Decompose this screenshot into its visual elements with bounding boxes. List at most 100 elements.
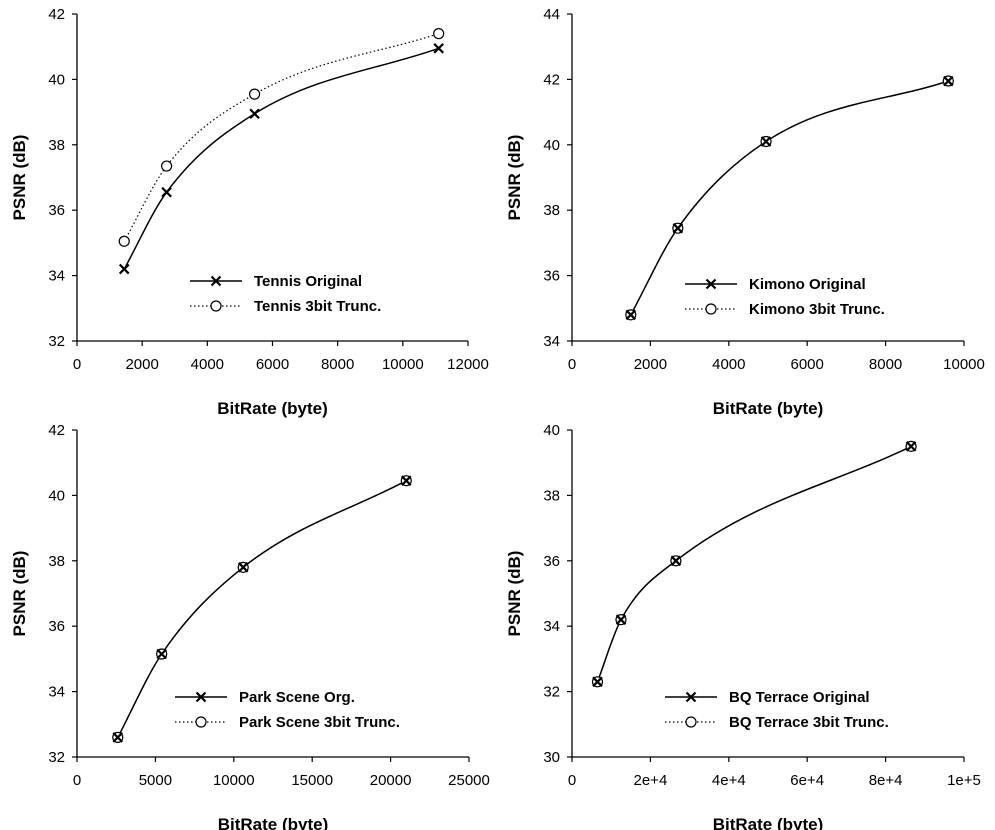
x-tick-label: 0 [73, 356, 81, 373]
legend-label: Park Scene 3bit Trunc. [239, 714, 400, 731]
legend: Park Scene Org. Park Scene 3bit Trunc. [175, 689, 400, 731]
y-tick-label: 36 [543, 553, 560, 570]
legend-label: BQ Terrace Original [729, 689, 870, 706]
y-tick-label: 34 [543, 618, 560, 635]
x-tick-label: 2000 [125, 356, 158, 373]
y-tick-label: 40 [543, 422, 560, 439]
legend-marker [705, 303, 717, 315]
x-tick-label: 4000 [191, 356, 224, 373]
legend-marker [210, 275, 222, 287]
series-line [596, 445, 912, 683]
y-tick-label: 34 [48, 684, 65, 701]
legend-label: Tennis 3bit Trunc. [254, 298, 381, 315]
legend-marker [685, 716, 697, 728]
x-tick-label: 2000 [634, 356, 667, 373]
series-line [123, 47, 439, 270]
x-axis-title: BitRate (byte) [218, 815, 329, 830]
x-tick-label: 20000 [370, 772, 412, 789]
y-tick-label: 36 [48, 202, 65, 219]
x-tick-label: 5000 [139, 772, 172, 789]
legend-label: Park Scene Org. [239, 689, 355, 706]
series-line [117, 480, 407, 738]
chart-panel: 0 2000 4000 6000 8000 10000 12000 32 34 36 38 40 42 B… [10, 6, 489, 418]
y-tick-label: 40 [48, 71, 65, 88]
data-point [760, 136, 772, 147]
y-tick-label: 34 [48, 268, 65, 285]
x-tick-label: 2e+4 [634, 772, 668, 789]
x-tick-label: 8000 [869, 356, 902, 373]
x-tick-label: 25000 [448, 772, 490, 789]
data-point [433, 43, 444, 54]
series-line [630, 80, 949, 316]
x-tick-label: 12000 [447, 356, 489, 373]
data-point [118, 235, 130, 247]
x-axis-title: BitRate (byte) [217, 399, 328, 418]
legend: Tennis Original Tennis 3bit Trunc. [190, 273, 381, 315]
data-point [248, 88, 261, 100]
x-tick-label: 4000 [712, 356, 745, 373]
y-tick-label: 32 [48, 749, 65, 766]
legend: BQ Terrace Original BQ Terrace 3bit Trunc… [665, 689, 889, 731]
data-point [401, 475, 412, 486]
data-point [670, 555, 682, 567]
x-tick-label: 8e+4 [869, 772, 903, 789]
data-point [237, 562, 249, 573]
data-point [905, 441, 917, 452]
y-tick-label: 40 [48, 487, 65, 504]
x-tick-label: 10000 [382, 356, 424, 373]
legend-label: Kimono 3bit Trunc. [749, 301, 885, 318]
data-point [161, 160, 173, 172]
x-tick-label: 15000 [291, 772, 333, 789]
data-point [433, 28, 445, 40]
x-tick-label: 4e+4 [712, 772, 746, 789]
x-axis-title: BitRate (byte) [713, 815, 824, 830]
y-tick-label: 34 [543, 333, 560, 350]
x-tick-label: 6000 [256, 356, 289, 373]
y-tick-label: 32 [48, 333, 65, 350]
legend-label: BQ Terrace 3bit Trunc. [729, 714, 889, 731]
y-axis-title: PSNR (dB) [10, 135, 29, 221]
y-tick-label: 38 [48, 553, 65, 570]
data-point [249, 108, 260, 120]
legend-label: Kimono Original [749, 276, 866, 293]
x-tick-label: 0 [568, 772, 576, 789]
y-axis-title: PSNR (dB) [505, 551, 524, 637]
data-point [625, 309, 637, 321]
legend: Kimono Original Kimono 3bit Trunc. [685, 276, 885, 318]
y-tick-label: 38 [543, 487, 560, 504]
x-tick-label: 6e+4 [790, 772, 824, 789]
y-tick-label: 42 [48, 422, 65, 439]
x-tick-label: 1e+5 [947, 772, 981, 789]
legend-marker [195, 691, 207, 703]
y-axis-title: PSNR (dB) [10, 551, 29, 637]
x-tick-label: 10000 [943, 356, 985, 373]
legend-label: Tennis Original [254, 273, 362, 290]
data-point [156, 648, 167, 660]
y-tick-label: 32 [543, 684, 560, 701]
y-tick-label: 42 [48, 6, 65, 23]
legend-marker [685, 691, 697, 703]
x-tick-label: 8000 [321, 356, 354, 373]
data-point [672, 222, 684, 234]
legend-marker [210, 300, 222, 312]
y-axis-title: PSNR (dB) [505, 135, 524, 221]
data-point [943, 75, 954, 87]
y-tick-label: 44 [543, 6, 560, 23]
x-tick-label: 6000 [791, 356, 824, 373]
data-point [161, 186, 172, 198]
y-tick-label: 40 [543, 137, 560, 154]
data-point [592, 676, 603, 688]
y-tick-label: 38 [543, 202, 560, 219]
chart-panel: 0 2e+4 4e+4 6e+4 8e+4 1e+5 30 32 34 36 38 40 BitRate… [505, 422, 981, 830]
legend-marker [195, 716, 207, 728]
x-axis-title: BitRate (byte) [713, 399, 824, 418]
data-point [118, 263, 130, 275]
y-tick-label: 36 [48, 618, 65, 635]
data-point [615, 614, 627, 625]
y-tick-label: 36 [543, 268, 560, 285]
chart-panel: 0 5000 10000 15000 20000 25000 32 34 36 38 40 42 Bit… [10, 422, 490, 830]
data-point [112, 732, 124, 743]
y-tick-label: 38 [48, 137, 65, 154]
series-line [123, 33, 439, 242]
